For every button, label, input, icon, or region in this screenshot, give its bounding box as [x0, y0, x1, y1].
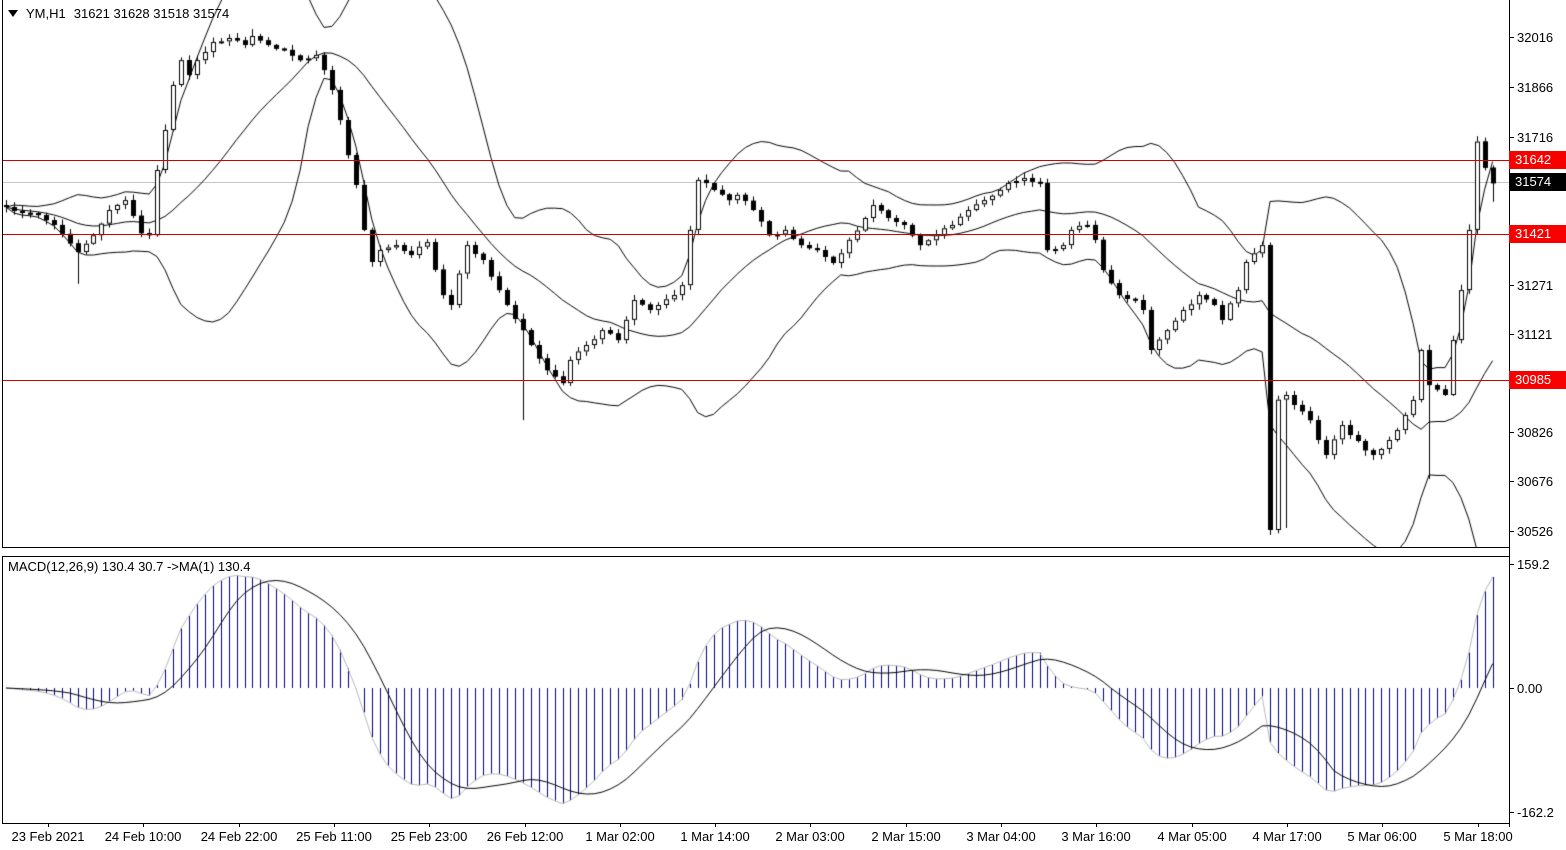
- chart-legend: YM,H1 31621 31628 31518 31574: [8, 6, 229, 21]
- time-tick-label: 3 Mar 04:00: [966, 829, 1036, 844]
- price-badge-current-31574: 31574: [1509, 173, 1566, 191]
- macd-indicator-label: MACD(12,26,9) 130.4 30.7 ->MA(1) 130.4: [8, 559, 251, 574]
- time-tick-label: 23 Feb 2021: [11, 829, 85, 844]
- ohlc-values-label: 31621 31628 31518 31574: [73, 6, 230, 21]
- time-tick-label: 26 Feb 12:00: [486, 829, 564, 844]
- price-tick-label: 31271: [1517, 278, 1554, 293]
- time-tick-label: 1 Mar 14:00: [680, 829, 750, 844]
- price-tick-label: 31866: [1517, 80, 1554, 95]
- time-tick-label: 2 Mar 03:00: [775, 829, 845, 844]
- level-line-30985[interactable]: [3, 380, 1509, 381]
- time-tick-label: 24 Feb 10:00: [104, 829, 182, 844]
- price-badge-level-30985: 30985: [1509, 371, 1566, 389]
- main-panel-bottom-border: [2, 547, 1509, 548]
- level-line-31421[interactable]: [3, 234, 1509, 235]
- price-tick-label: 30676: [1517, 474, 1554, 489]
- time-tick-label: 2 Mar 15:00: [871, 829, 941, 844]
- macd-indicator-canvas[interactable]: [2, 556, 1509, 823]
- time-tick-label: 25 Feb 11:00: [296, 829, 372, 844]
- macd-tick-label: -162.2: [1517, 805, 1554, 820]
- time-tick-label: 4 Mar 17:00: [1252, 829, 1322, 844]
- time-tick-label: 25 Feb 23:00: [390, 829, 468, 844]
- price-chart-canvas[interactable]: [2, 0, 1509, 547]
- time-tick-label: 24 Feb 22:00: [200, 829, 278, 844]
- time-tick-label: 1 Mar 02:00: [585, 829, 655, 844]
- chart-marker-icon: [8, 10, 18, 17]
- time-tick-label: 5 Mar 06:00: [1347, 829, 1417, 844]
- price-badge-level-31421: 31421: [1509, 225, 1566, 243]
- time-tick-label: 4 Mar 05:00: [1157, 829, 1227, 844]
- macd-panel-bottom-border: [2, 823, 1509, 824]
- level-line-31642[interactable]: [3, 160, 1509, 161]
- symbol-timeframe-label: YM,H1: [26, 6, 66, 21]
- time-tick-label: 3 Mar 16:00: [1061, 829, 1131, 844]
- price-tick-label: 31716: [1517, 130, 1554, 145]
- macd-tick-label: 0.00: [1517, 681, 1543, 696]
- time-tick-label: 5 Mar 18:00: [1443, 829, 1513, 844]
- price-tick-label: 31121: [1517, 327, 1553, 342]
- price-tick-label: 30526: [1517, 524, 1554, 539]
- price-tick-label: 32016: [1517, 30, 1554, 45]
- price-badge-level-31642: 31642: [1509, 151, 1566, 169]
- price-tick-label: 30826: [1517, 425, 1554, 440]
- price-axis-border: [1509, 0, 1510, 827]
- macd-tick-label: 159.2: [1517, 557, 1550, 572]
